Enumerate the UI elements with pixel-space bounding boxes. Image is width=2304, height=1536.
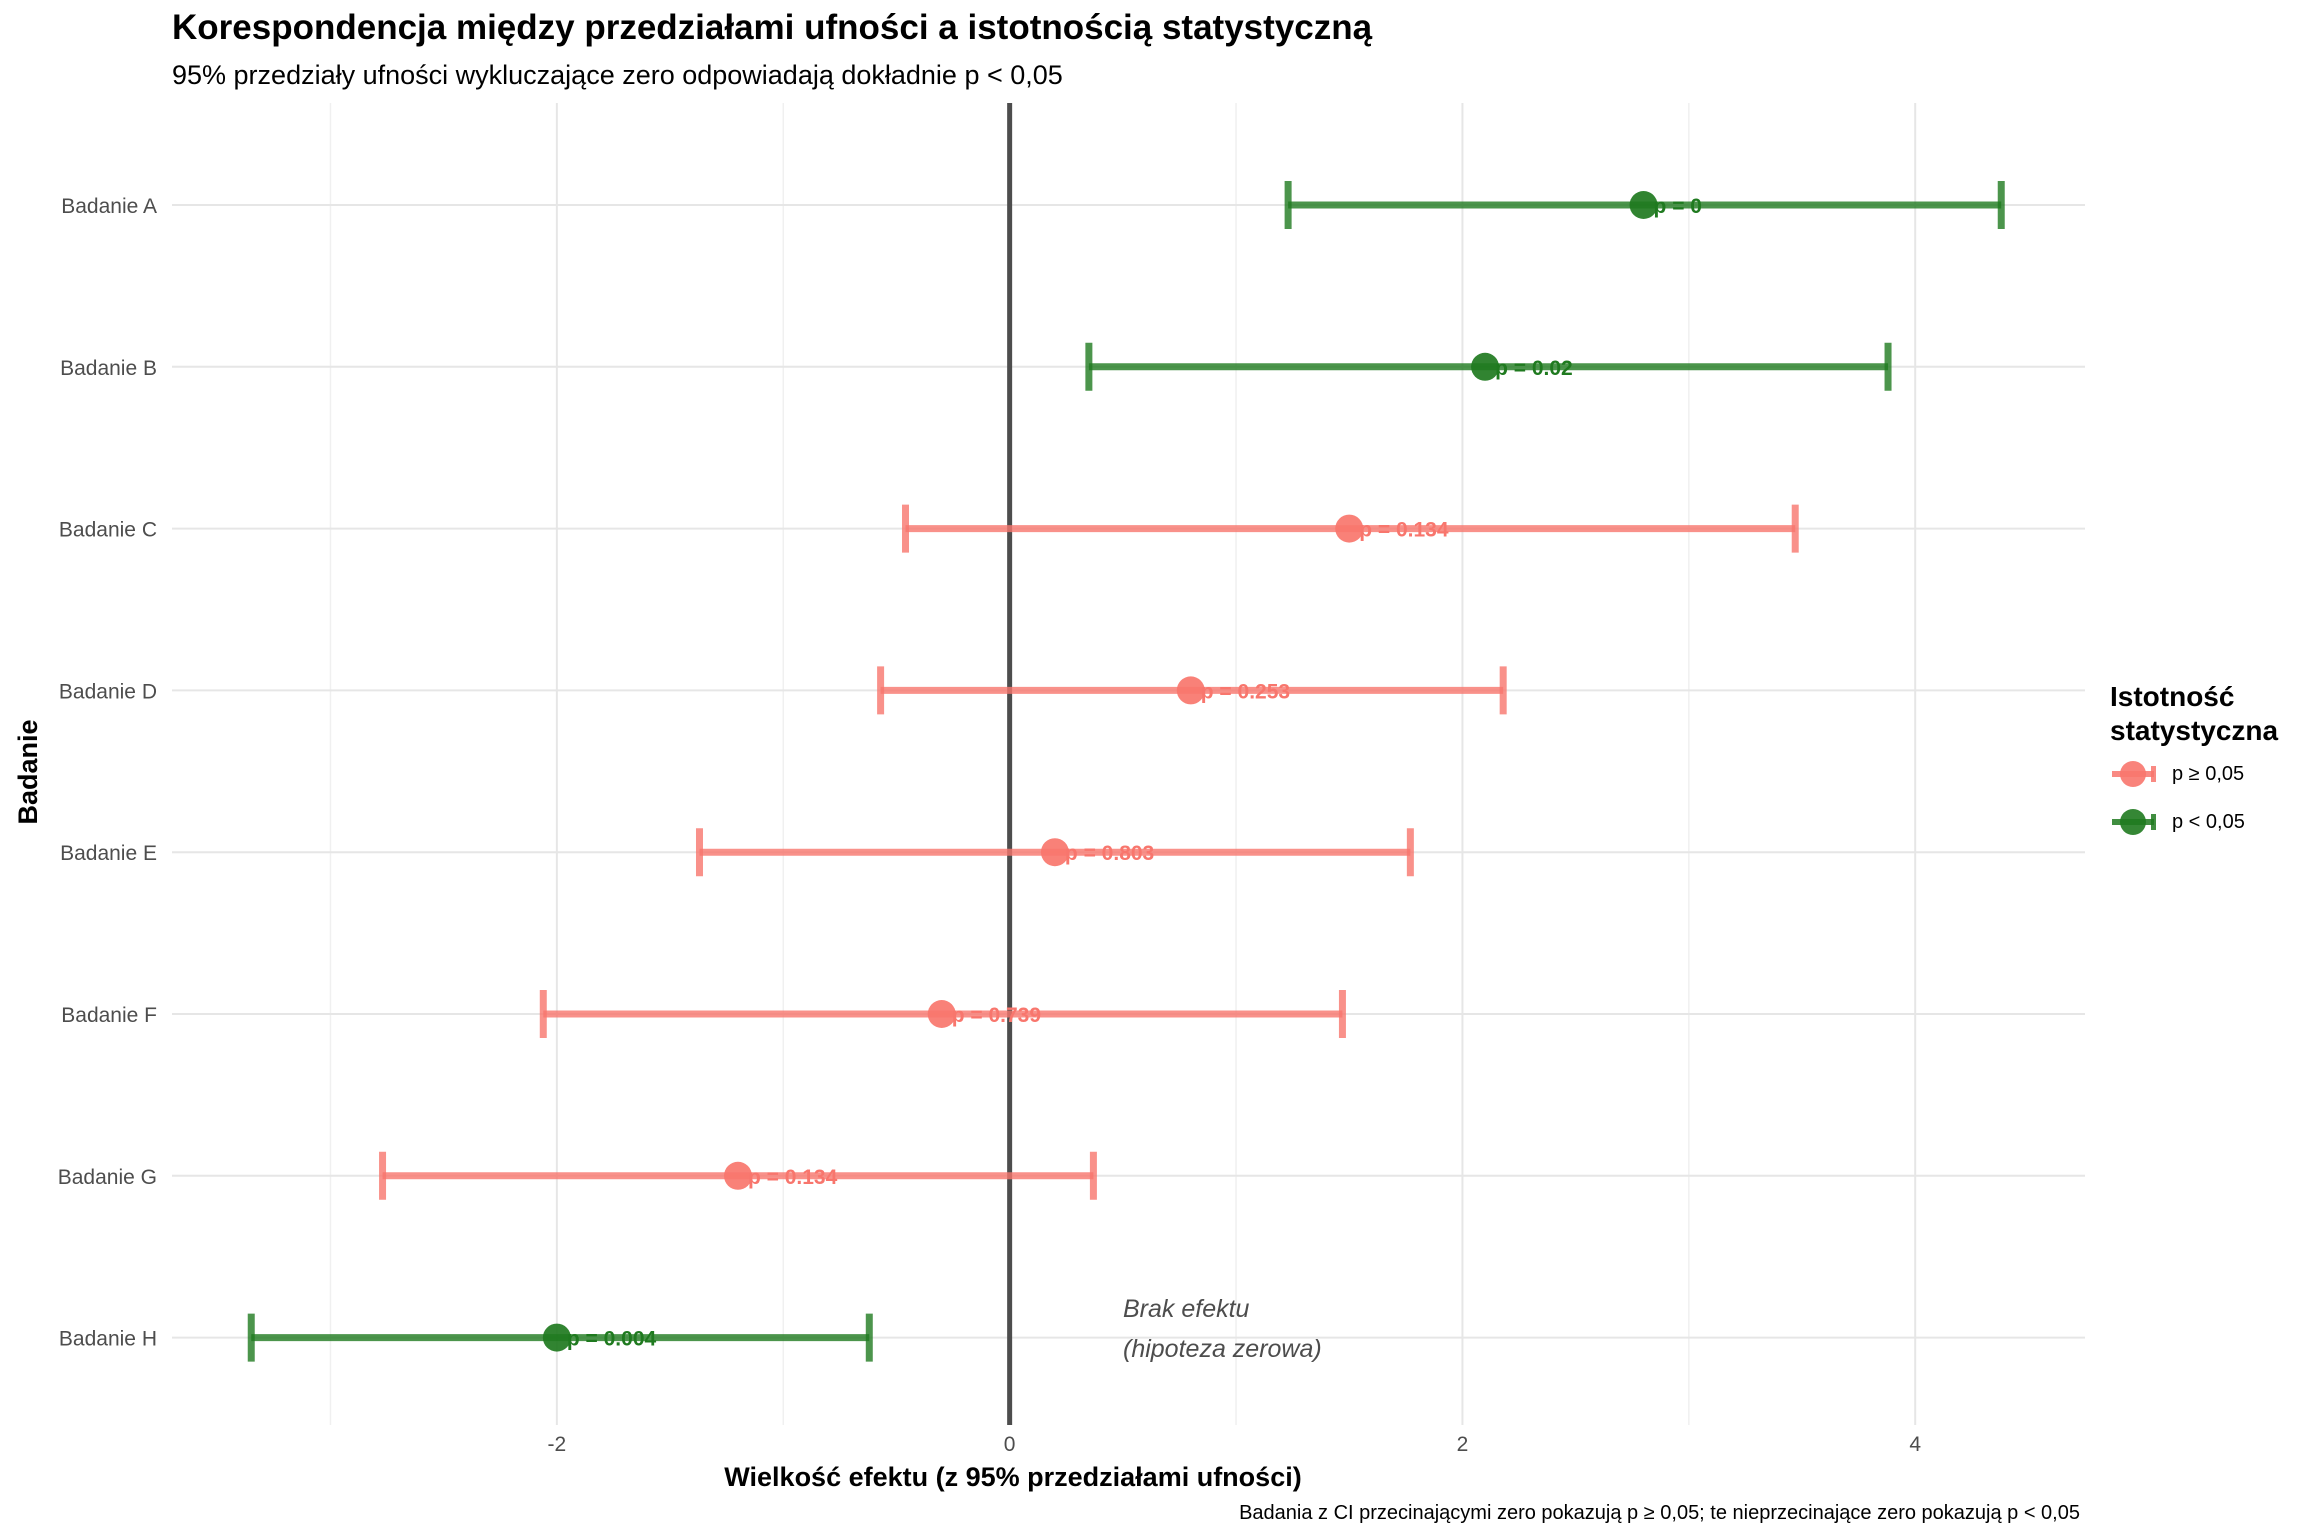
study-row-badanie-c: p = 0.134 [902, 504, 1799, 553]
marks-layer: p = 0 p = 0.02 p = 0.134 p = 0.253 p = 0.803… [247, 181, 2005, 1362]
estimate-point [542, 1323, 571, 1352]
p-value-label: p = 0.02 [1495, 357, 1573, 380]
legend-key-not-significant [2110, 754, 2157, 794]
y-tick-label: Badanie F [61, 1004, 157, 1027]
legend-item-significant: p < 0,05 [2110, 800, 2300, 844]
p-value-label: p = 0.004 [567, 1328, 657, 1351]
legend-item-not-significant: p ≥ 0,05 [2110, 752, 2300, 796]
study-row-badanie-b: p = 0.02 [1085, 342, 1892, 391]
y-tick-label: Badanie A [61, 195, 157, 218]
estimate-point [927, 1000, 956, 1028]
legend: Istotność statystyczna p ≥ 0,05 p < 0,05 [2110, 680, 2300, 844]
axis-layer: Badanie A Badanie B Badanie C Badanie D Bada… [58, 195, 1922, 1456]
y-tick-label: Badanie B [60, 357, 157, 380]
y-tick-label: Badanie H [59, 1328, 157, 1351]
grid-layer [172, 103, 2085, 1425]
study-row-badanie-f: p = 0.739 [539, 990, 1346, 1038]
study-row-badanie-g: p = 0.134 [379, 1151, 1097, 1200]
p-value-label: p = 0.134 [1359, 519, 1449, 542]
chart-caption: Badania z CI przecinającymi zero pokazuj… [1239, 1502, 2080, 1524]
legend-label-not-significant: p ≥ 0,05 [2172, 762, 2245, 785]
study-row-badanie-d: p = 0.253 [877, 666, 1507, 715]
x-tick-label: 2 [1457, 1433, 1469, 1456]
p-value-label: p = 0.803 [1065, 842, 1154, 865]
y-tick-label: Badanie E [60, 842, 157, 865]
chart-title: Korespondencja między przedziałami ufnoś… [172, 8, 1373, 47]
legend-key-significant [2110, 802, 2157, 842]
x-axis-title: Wielkość efektu (z 95% przedziałami ufno… [724, 1462, 1301, 1492]
p-value-label: p = 0.253 [1201, 680, 1290, 703]
estimate-point [1471, 352, 1500, 381]
y-axis-title: Badanie [13, 719, 43, 824]
estimate-point [1629, 191, 1658, 219]
null-line-label: Brak efektu [1123, 1295, 1250, 1323]
p-value-label: p = 0.739 [952, 1004, 1041, 1027]
estimate-point [1335, 514, 1364, 543]
legend-title: Istotność statystyczna [2110, 681, 2279, 746]
chart-subtitle: 95% przedziały ufności wykluczające zero… [172, 60, 1063, 90]
x-tick-label: -2 [548, 1433, 567, 1456]
x-tick-label: 4 [1909, 1433, 1921, 1456]
estimate-point [1176, 676, 1205, 705]
study-row-badanie-h: p = 0.004 [247, 1313, 873, 1362]
y-tick-label: Badanie G [58, 1166, 157, 1189]
y-tick-label: Badanie D [59, 680, 157, 703]
estimate-point [1040, 838, 1069, 867]
p-value-label: p = 0 [1654, 195, 1702, 218]
study-row-badanie-a: p = 0 [1284, 181, 2005, 229]
legend-label-significant: p < 0,05 [2172, 810, 2245, 833]
estimate-point [723, 1161, 752, 1190]
null-line-label-sub: (hipoteza zerowa) [1123, 1335, 1322, 1363]
p-value-label: p = 0.134 [748, 1166, 838, 1189]
x-tick-label: 0 [1004, 1433, 1016, 1456]
y-tick-label: Badanie C [59, 519, 157, 542]
study-row-badanie-e: p = 0.803 [695, 828, 1414, 877]
